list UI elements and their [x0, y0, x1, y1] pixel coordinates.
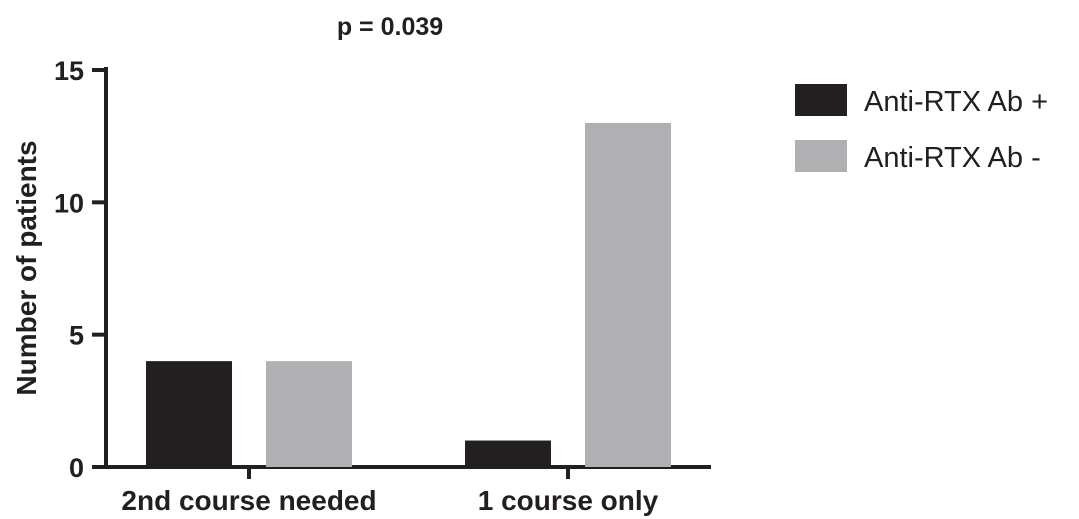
x-axis-categories: 2nd course needed 1 course only	[121, 467, 659, 516]
y-axis-ticks: 0 5 10 15	[54, 56, 106, 483]
bar-ab-positive-0	[146, 361, 232, 467]
bar-ab-negative-0	[266, 361, 352, 467]
y-tick-label: 0	[69, 453, 84, 483]
y-axis-label: Number of patients	[11, 140, 42, 395]
bar-ab-positive-1	[465, 440, 551, 467]
y-tick-label: 5	[69, 321, 84, 351]
bars	[146, 122, 671, 467]
legend: Anti-RTX Ab + Anti-RTX Ab -	[795, 84, 1048, 174]
legend-swatch	[795, 84, 847, 116]
y-tick-label: 15	[54, 56, 84, 86]
legend-swatch	[795, 140, 847, 172]
x-category-label: 1 course only	[478, 485, 659, 516]
legend-label: Anti-RTX Ab +	[864, 86, 1048, 118]
y-tick-label: 10	[54, 188, 84, 218]
bar-ab-negative-1	[585, 122, 671, 467]
x-category-label: 2nd course needed	[121, 485, 376, 516]
legend-label: Anti-RTX Ab -	[864, 142, 1041, 174]
p-value-annotation: p = 0.039	[337, 13, 443, 41]
